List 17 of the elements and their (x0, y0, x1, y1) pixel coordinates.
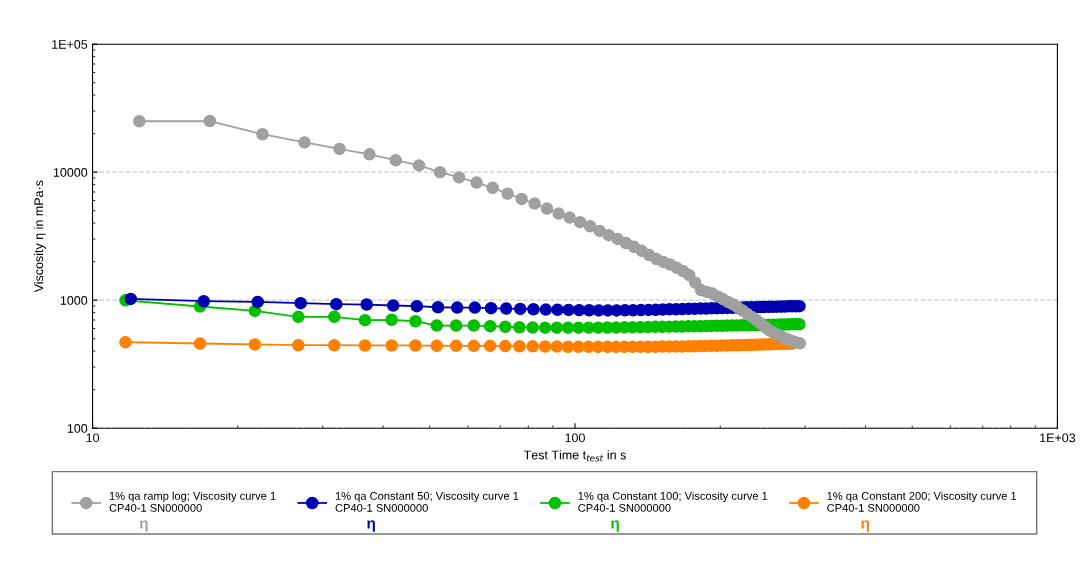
text: η (367, 520, 375, 532)
x-tick-label: 1E+03 (1040, 433, 1076, 443)
y-tick-label: 10000 (53, 168, 88, 177)
x-axis-title: Test Time t$_{test}$ in s (523, 450, 626, 462)
legend-label: 1% qa Constant 100; Viscosity curve 1 CP40-1 SN000000 (578, 491, 768, 512)
text: η (861, 520, 869, 532)
x-tick-label: 10 (86, 433, 100, 443)
y-axis-title: Viscosity η in mPa·s (34, 180, 46, 293)
y-tick-label: 1E+05 (52, 40, 88, 49)
legend-label: 1% qa Constant 200; Viscosity curve 1 CP40-1 SN000000 (827, 491, 1017, 512)
y-tick-label: 100 (67, 424, 88, 433)
text: η (140, 520, 148, 532)
legend-label: 1% qa ramp log; Viscosity curve 1 CP40-1 SN000000 (109, 491, 276, 512)
text: η (611, 520, 619, 532)
y-tick-label: 1000 (60, 296, 88, 305)
x-tick-label: 100 (565, 433, 585, 443)
legend-label: 1% qa Constant 50; Viscosity curve 1 CP40-1 SN000000 (335, 491, 519, 512)
